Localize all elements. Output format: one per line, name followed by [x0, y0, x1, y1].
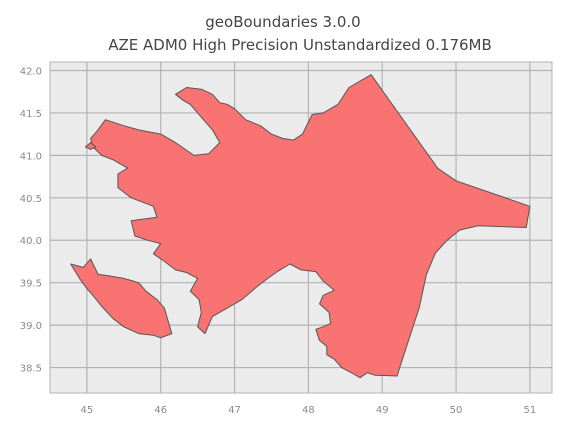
chart-subtitle: AZE ADM0 High Precision Unstandardized 0…	[108, 36, 492, 54]
y-tick-label: 40.0	[20, 236, 42, 247]
y-tick-label: 41.0	[20, 151, 42, 162]
x-tick-label: 48	[302, 405, 315, 416]
y-tick-label: 40.5	[20, 194, 42, 205]
x-tick-label: 50	[450, 405, 463, 416]
y-tick-label: 42.0	[20, 66, 42, 77]
y-tick-labels: 38.5 39.0 39.5 40.0 40.5 41.0 41.5 42.0	[20, 66, 42, 374]
y-tick-label: 38.5	[20, 364, 42, 375]
region-azerbaijan-mainland	[90, 74, 531, 379]
chart-title: geoBoundaries 3.0.0	[205, 13, 360, 31]
x-tick-labels: 45 46 47 48 49 50 51	[81, 405, 537, 416]
y-tick-label: 39.0	[20, 321, 42, 332]
x-tick-label: 51	[523, 405, 536, 416]
map-shapes	[70, 74, 531, 379]
region-nakhchivan	[70, 258, 173, 339]
y-tick-label: 41.5	[20, 109, 42, 120]
x-tick-label: 47	[228, 405, 241, 416]
region-western-exclave	[84, 142, 97, 150]
y-tick-label: 39.5	[20, 279, 42, 290]
x-tick-label: 45	[81, 405, 94, 416]
x-tick-label: 49	[376, 405, 389, 416]
x-tick-label: 46	[154, 405, 167, 416]
